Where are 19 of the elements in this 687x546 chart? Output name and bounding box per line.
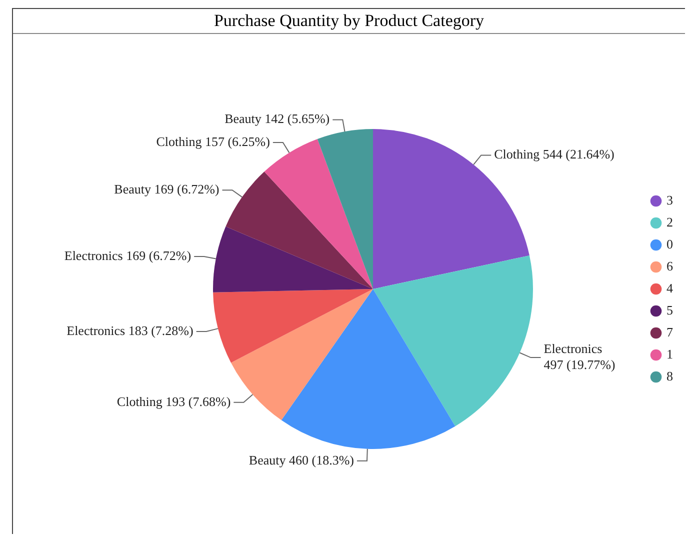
legend-label: 2: [666, 214, 673, 230]
legend-label: 5: [666, 302, 673, 318]
legend-label: 7: [666, 324, 674, 340]
data-label: Beauty 142 (5.65%): [224, 111, 330, 126]
chart-title: Purchase Quantity by Product Category: [13, 9, 685, 34]
legend-label: 0: [666, 236, 673, 252]
legend-label: 4: [666, 280, 674, 296]
data-label: Beauty 460 (18.3%): [248, 452, 354, 468]
legend-label: 3: [666, 192, 673, 208]
legend-label: 6: [666, 258, 674, 274]
data-label: Electronics 497 (19.77%): [544, 340, 616, 372]
data-label: Electronics 169 (6.72%): [64, 248, 192, 263]
data-label: Beauty 169 (6.72%): [114, 182, 220, 197]
data-label: Clothing 544 (21.64%): [494, 146, 614, 162]
legend-label: 8: [666, 368, 673, 384]
legend-label: 1: [666, 346, 673, 362]
data-label: Electronics 183 (7.28%): [66, 322, 194, 338]
data-label: Clothing 157 (6.25%): [156, 134, 270, 149]
data-label: Clothing 193 (7.68%): [116, 394, 231, 409]
